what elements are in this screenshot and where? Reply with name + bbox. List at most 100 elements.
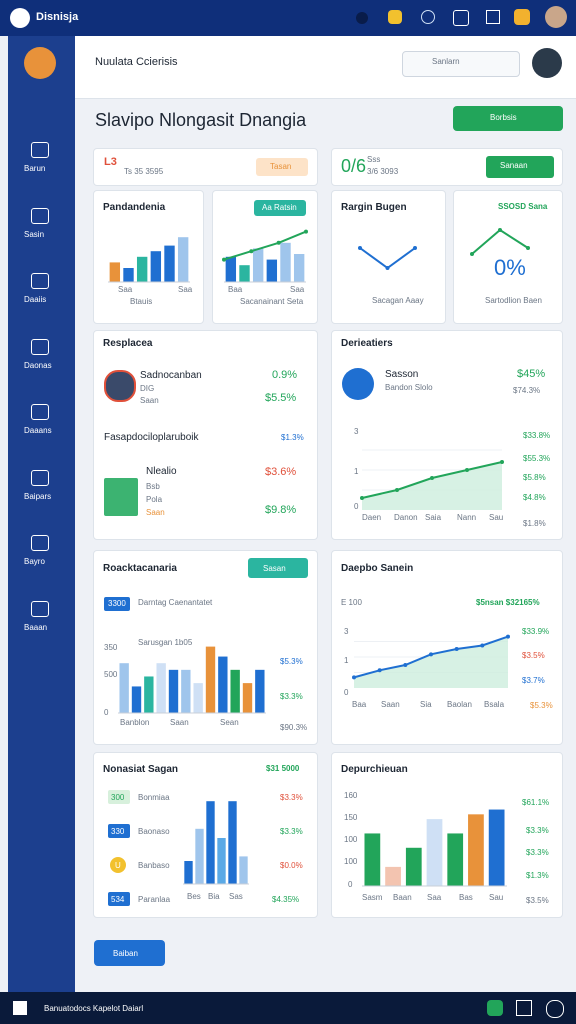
nav-icon[interactable] xyxy=(31,207,49,224)
icon[interactable] xyxy=(453,10,469,26)
point xyxy=(454,647,459,652)
right-label: $3.3% xyxy=(526,826,549,835)
right-label: $4.8% xyxy=(523,493,546,502)
nav-label[interactable]: Bayro xyxy=(24,557,45,566)
right-label: $61.1% xyxy=(522,798,550,807)
legend: Sartodlion Baen xyxy=(485,296,542,305)
row-line: Saan xyxy=(140,396,159,405)
card-title: Daepbo Sanein xyxy=(341,563,414,574)
icon[interactable] xyxy=(516,1000,532,1016)
y-label: 150 xyxy=(344,813,358,822)
avatar[interactable] xyxy=(545,6,567,28)
tag: 3300 xyxy=(108,599,126,608)
value: $45% xyxy=(517,368,546,380)
bar xyxy=(164,245,175,282)
icon[interactable] xyxy=(356,12,368,24)
x-label: Sasm xyxy=(362,893,383,902)
button-label[interactable]: Baiban xyxy=(113,949,138,958)
primary-button[interactable] xyxy=(453,106,563,131)
icon[interactable] xyxy=(486,10,500,24)
y-label: 500 xyxy=(104,670,118,679)
y-label: 0 xyxy=(354,502,359,511)
right-label: $1.8% xyxy=(523,519,546,528)
search-box[interactable] xyxy=(402,51,520,77)
nav-label[interactable]: Daaans xyxy=(24,426,52,435)
icon[interactable] xyxy=(514,9,530,25)
logo[interactable] xyxy=(10,8,30,28)
pill[interactable] xyxy=(248,558,308,578)
row-value: $3.6% xyxy=(265,466,297,478)
nav-label[interactable]: Daonas xyxy=(24,360,52,370)
icon[interactable] xyxy=(487,1000,503,1016)
right-label: $3.7% xyxy=(522,676,545,685)
nav-icon[interactable] xyxy=(31,469,49,486)
point xyxy=(429,652,433,657)
nav-icon[interactable] xyxy=(31,404,49,420)
right-label: $3.5% xyxy=(522,651,545,660)
sidebar xyxy=(8,36,75,992)
bar xyxy=(181,669,191,713)
point xyxy=(413,246,417,250)
start-icon[interactable] xyxy=(13,1001,27,1015)
icon[interactable] xyxy=(388,10,402,24)
point xyxy=(222,257,226,262)
avatar[interactable] xyxy=(24,47,56,79)
row-name: Nlealio xyxy=(146,466,177,477)
line xyxy=(359,247,416,270)
card-title: Depurchieuan xyxy=(341,764,408,775)
app-title: Disnisja xyxy=(36,11,79,23)
nav-icon[interactable] xyxy=(31,142,49,158)
pill[interactable] xyxy=(254,200,306,216)
x-label: Saia xyxy=(425,513,442,522)
bar xyxy=(184,861,193,884)
nav-icon[interactable] xyxy=(31,535,49,551)
pill-label[interactable]: Tasan xyxy=(270,162,292,171)
point xyxy=(498,228,502,232)
button[interactable] xyxy=(486,156,554,178)
x-label: Bes xyxy=(187,892,201,901)
x-label: Sia xyxy=(420,700,432,709)
bar xyxy=(239,856,248,884)
x-label: Sau xyxy=(489,893,504,902)
card xyxy=(453,190,563,324)
icon[interactable] xyxy=(421,10,435,24)
bar xyxy=(218,656,228,713)
search-label[interactable]: Sanlarn xyxy=(432,57,460,66)
logo xyxy=(342,368,374,400)
pill-label[interactable]: Aa Ratsin xyxy=(262,203,297,212)
nav-icon[interactable] xyxy=(31,338,49,355)
card-title: Nonasiat Sagan xyxy=(103,764,179,775)
icon[interactable] xyxy=(546,1000,564,1018)
avatar[interactable] xyxy=(532,48,562,78)
pill-label[interactable]: Sasan xyxy=(263,564,286,573)
bar xyxy=(293,254,305,282)
nav-icon[interactable] xyxy=(31,273,49,289)
nav-label[interactable]: Baipars xyxy=(24,491,52,501)
area-fill xyxy=(362,462,502,510)
point xyxy=(506,634,510,639)
bar xyxy=(280,242,291,282)
button-label[interactable]: Sanaan xyxy=(500,161,528,170)
nav-label[interactable]: Barun xyxy=(24,164,46,173)
button-label[interactable]: Borbsis xyxy=(490,113,517,122)
pill[interactable] xyxy=(256,158,308,176)
y-label: 100 xyxy=(344,857,358,866)
right-label: $33.9% xyxy=(522,627,550,636)
area-fill xyxy=(354,636,508,688)
footer-button[interactable] xyxy=(94,940,165,966)
point xyxy=(480,643,485,648)
nav-icon[interactable] xyxy=(31,600,49,617)
x-label: Saan xyxy=(381,700,400,709)
line xyxy=(471,228,529,255)
card-title: SSOSD Sana xyxy=(498,202,548,211)
taskbar xyxy=(0,992,576,1024)
tag xyxy=(108,790,130,804)
right-label: $1.3% xyxy=(526,871,549,880)
right-label: $3.5% xyxy=(526,896,549,905)
nav-label[interactable]: Baaan xyxy=(24,622,48,632)
bar xyxy=(150,251,162,282)
nav-label[interactable]: Sasin xyxy=(24,229,45,239)
nav-label[interactable]: Daaiis xyxy=(24,295,47,304)
x-label: Saa xyxy=(290,285,305,294)
